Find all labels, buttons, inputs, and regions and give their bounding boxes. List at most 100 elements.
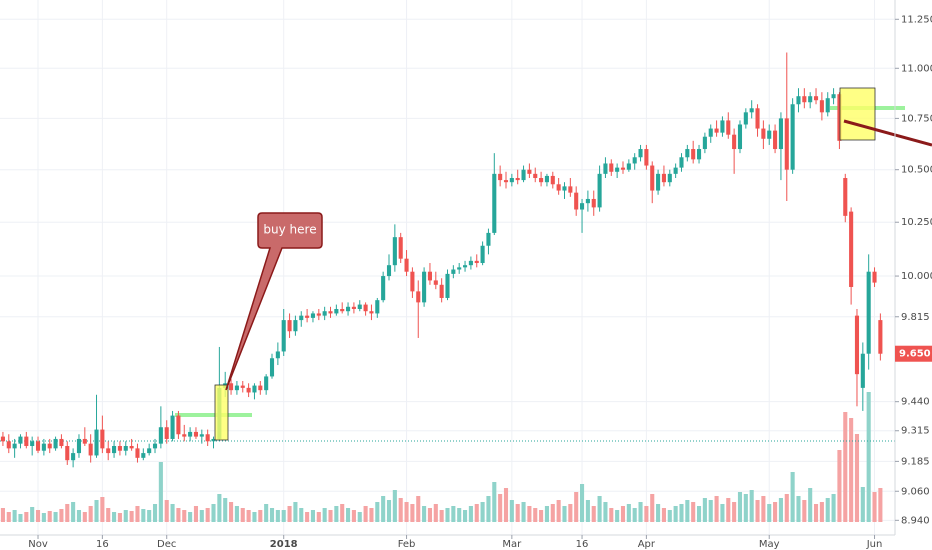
candle-body — [0, 436, 5, 442]
x-tick-label: 16 — [96, 539, 109, 550]
volume-bar — [229, 502, 234, 522]
volume-bar — [398, 498, 403, 522]
candle-body — [305, 315, 310, 318]
candle-body — [761, 128, 766, 139]
candle-body — [375, 300, 380, 314]
volume-bar — [135, 506, 140, 522]
volume-bar — [667, 510, 672, 522]
candle-body — [246, 387, 251, 393]
candle-body — [866, 271, 871, 354]
candle-body — [591, 198, 596, 208]
candle-body — [340, 309, 345, 312]
candle-body — [685, 149, 690, 158]
volume-bar — [568, 504, 573, 522]
candle-body — [726, 120, 731, 135]
volume-bar — [720, 504, 725, 522]
candle-body — [562, 186, 567, 191]
candle-body — [82, 438, 87, 444]
volume-bar — [685, 500, 690, 522]
volume-bar — [463, 510, 468, 522]
volume-bar — [0, 508, 5, 522]
candle-body — [860, 353, 865, 388]
volume-bar — [410, 504, 415, 522]
volume-bar — [556, 500, 561, 522]
candle-body — [509, 178, 514, 183]
candle-body — [503, 180, 509, 183]
candle-body — [468, 260, 473, 266]
volume-bar — [30, 507, 35, 522]
x-tick-label: May — [759, 539, 780, 550]
last-price-tag — [895, 345, 932, 362]
volume-bar — [574, 492, 579, 522]
highlight-box — [839, 87, 876, 141]
candle-body — [71, 453, 76, 461]
candle-body — [451, 269, 456, 274]
candle-body — [135, 448, 140, 458]
candle-body — [199, 434, 204, 437]
volume-bar — [457, 508, 462, 522]
callout-text: buy here — [263, 223, 316, 237]
x-tick-label: Jun — [866, 539, 883, 550]
last-price-label: 9.650 — [899, 349, 931, 360]
candle-body — [176, 415, 181, 435]
candle-body — [211, 438, 216, 442]
candle-body — [626, 163, 631, 170]
candle-body — [422, 271, 427, 303]
volume-bar — [316, 512, 321, 522]
volume-bar — [808, 488, 813, 522]
volume-bar — [696, 506, 702, 522]
candle-body — [737, 124, 743, 150]
candle-body — [609, 163, 614, 172]
candle-body — [802, 96, 807, 103]
volume-bar — [737, 492, 743, 522]
candle-body — [193, 431, 199, 437]
volume-bar — [702, 498, 707, 522]
volume-bar — [609, 508, 614, 522]
volume-bar — [644, 506, 649, 522]
candle-body — [796, 96, 801, 105]
volume-bar — [310, 510, 316, 522]
candle-body — [480, 245, 485, 264]
volume-bar — [176, 508, 181, 522]
candle-body — [644, 149, 649, 166]
candle-body — [790, 104, 795, 170]
candle-body — [445, 273, 450, 298]
volume-bar — [661, 508, 666, 522]
candle-layer — [0, 52, 883, 468]
volume-bar — [433, 504, 438, 522]
candle-body — [65, 446, 70, 461]
candle-body — [673, 167, 678, 174]
volume-bar — [451, 506, 456, 522]
volume-bar — [351, 510, 356, 522]
volume-bar — [755, 500, 760, 522]
volume-bar — [94, 500, 99, 522]
volume-bar — [878, 488, 883, 522]
candle-body — [819, 100, 824, 113]
volume-bar — [620, 506, 626, 522]
volume-bar — [813, 504, 819, 522]
volume-bar — [656, 504, 661, 522]
volume-bar — [112, 512, 117, 522]
volume-bar — [802, 500, 807, 522]
candle-body — [334, 309, 339, 314]
candle-body — [281, 320, 286, 352]
candle-body — [603, 163, 608, 174]
candle-body — [258, 385, 263, 391]
volume-bar — [141, 509, 146, 522]
volume-bar — [615, 510, 620, 522]
volume-bar — [480, 502, 485, 522]
x-tick-label: Dec — [157, 539, 176, 550]
volume-bar — [445, 508, 450, 522]
candle-body — [831, 94, 836, 99]
volume-bar — [182, 510, 187, 522]
candle-body — [427, 271, 432, 281]
candle-body — [141, 453, 146, 458]
candle-body — [41, 443, 46, 451]
candle-body — [346, 306, 351, 312]
volume-bar — [767, 504, 772, 522]
volume-bar — [234, 506, 239, 522]
volume-layer — [0, 392, 883, 522]
volume-bar — [6, 512, 11, 522]
candle-body — [743, 112, 748, 125]
candle-body — [182, 434, 187, 437]
